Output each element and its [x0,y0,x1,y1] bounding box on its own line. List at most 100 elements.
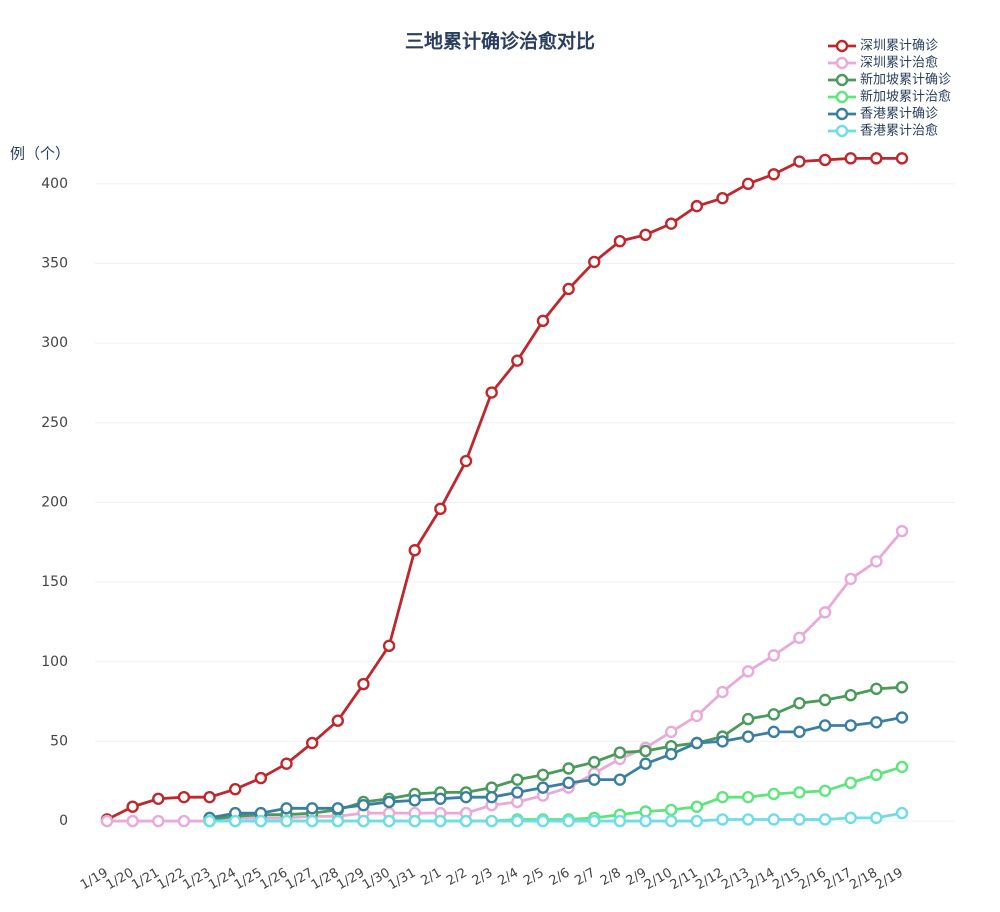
data-point [818,606,832,619]
data-point [793,631,806,645]
data-point [895,806,909,820]
x-tick-label: 2/6 [547,866,573,889]
data-point [459,454,473,468]
data-point [767,725,780,739]
data-point [767,168,780,181]
data-point [305,802,319,815]
data-point [177,790,191,804]
legend-label: 新加坡累计治愈 [860,89,951,105]
legend-label: 香港累计确诊 [860,107,938,122]
legend-marker [835,124,849,138]
data-point [382,795,396,809]
data-point [716,790,729,804]
series-line [107,530,904,823]
data-point [434,792,447,805]
data-point [844,572,857,586]
data-point [305,814,319,828]
data-point [716,813,729,826]
chart-title: 三地累计确诊治愈对比 [405,30,595,53]
data-point [664,814,678,828]
y-tick-label: 300 [41,335,68,351]
data-point [716,191,729,205]
data-point [767,787,780,801]
data-point [844,719,857,732]
legend-marker [835,90,849,104]
data-point [100,814,114,828]
legend-marker [835,39,849,53]
data-point [408,814,421,828]
data-point [229,783,242,796]
data-point [126,800,139,813]
data-point [844,776,857,790]
data-point [690,800,704,813]
data-point [870,716,883,729]
data-point [690,709,704,723]
data-point [767,649,780,662]
data-point [177,814,191,828]
data-point [434,502,447,516]
data-point [664,725,678,739]
data-point [203,814,216,828]
data-point [818,719,832,732]
x-tick-label: 2/5 [521,866,547,889]
y-tick-label: 50 [50,733,68,749]
data-point [254,814,268,828]
data-point [357,814,370,828]
data-point [613,814,627,828]
data-point [305,736,319,750]
data-point [511,814,524,828]
data-point [741,730,755,743]
y-tick-label: 350 [41,255,68,271]
data-point [229,814,242,828]
data-point [793,786,806,799]
data-point [562,814,575,828]
legend-label: 香港累计治愈 [860,124,938,139]
data-point [664,803,678,817]
x-tick-label: 2/4 [495,866,521,889]
series-line [106,156,902,821]
series-line [209,811,903,823]
data-point [459,790,473,804]
x-tick-label: 2/8 [598,866,624,889]
data-point [895,711,909,724]
data-point [793,155,806,168]
data-point [562,776,575,790]
data-point [126,814,139,828]
data-point [588,255,601,269]
y-tick-label: 250 [41,415,68,431]
data-point [818,693,832,707]
x-tick-label: 1/31 [386,866,419,894]
data-point [793,813,806,826]
legend-label: 深圳累计治愈 [860,56,938,71]
data-point [434,814,447,828]
data-point [690,199,704,213]
data-point [741,665,755,678]
data-point [818,153,832,167]
data-point [716,685,729,699]
data-point [639,814,652,828]
legend-marker [835,56,849,70]
data-point [408,794,421,807]
data-point [895,524,909,538]
data-point [741,177,755,191]
data-point [357,798,370,812]
y-axis-label: 例（个） [10,145,70,163]
data-point [459,814,473,828]
data-point [870,152,883,165]
data-point [280,757,293,770]
data-point [895,760,909,774]
y-tick-label: 100 [41,654,68,670]
data-point [280,814,293,828]
data-point [870,811,883,825]
data-point [485,790,498,804]
data-point [203,790,216,804]
x-tick-label: 2/1 [419,866,445,889]
data-point [844,811,857,825]
data-point [844,152,857,165]
data-point [844,689,857,702]
data-point [741,712,755,726]
data-point [511,773,524,786]
data-point [280,802,293,815]
series-line [209,685,903,821]
